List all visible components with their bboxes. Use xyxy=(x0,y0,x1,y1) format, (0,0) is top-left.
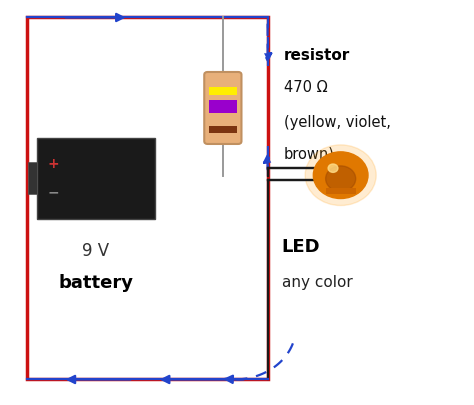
FancyBboxPatch shape xyxy=(28,162,36,194)
Bar xyxy=(326,188,356,194)
FancyBboxPatch shape xyxy=(204,72,241,144)
Text: resistor: resistor xyxy=(284,48,350,63)
FancyBboxPatch shape xyxy=(36,138,155,219)
Text: 470 Ω: 470 Ω xyxy=(284,80,328,95)
Text: any color: any color xyxy=(282,275,353,290)
Circle shape xyxy=(326,166,356,192)
Circle shape xyxy=(328,164,338,173)
Text: +: + xyxy=(47,157,59,171)
Text: −: − xyxy=(47,186,59,200)
Text: battery: battery xyxy=(58,274,133,292)
Text: LED: LED xyxy=(282,238,320,256)
Bar xyxy=(209,100,237,113)
Bar xyxy=(209,126,237,133)
Text: (yellow, violet,: (yellow, violet, xyxy=(284,115,391,130)
Circle shape xyxy=(313,152,368,198)
Text: brown): brown) xyxy=(284,147,335,162)
Text: 9 V: 9 V xyxy=(82,242,109,260)
Bar xyxy=(209,87,237,95)
Circle shape xyxy=(305,145,376,205)
